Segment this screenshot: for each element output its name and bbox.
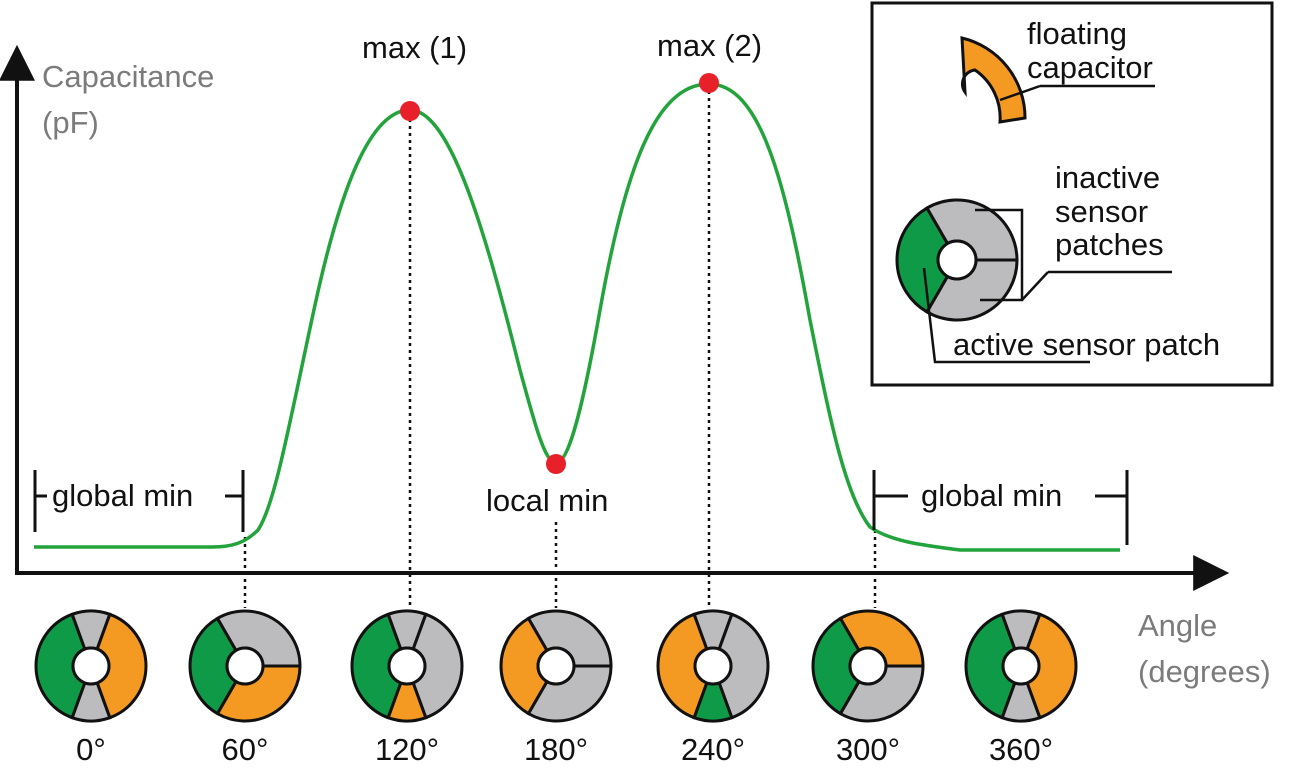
y-axis-label-line2: (pF) [42,105,99,140]
floating-capacitor-icon [960,36,1027,124]
max1-label: max (1) [362,30,467,65]
sensor-wheel-3 [499,609,613,723]
floating-label-line2: capacitor [1027,50,1153,85]
degree-label-2: 120° [375,732,439,767]
sensor-wheel-4 [656,609,770,723]
degree-label-4: 240° [681,732,745,767]
legend-sensor-wheel [895,198,1019,322]
max2-marker [699,73,719,93]
global-min-right-label: global min [921,478,1062,513]
global-min-left-label: global min [52,478,193,513]
max2-label: max (2) [657,28,762,63]
x-axis-label-line1: Angle [1138,608,1217,643]
sensor-wheel-5 [811,609,925,723]
active-leader [922,267,1090,364]
active-label: active sensor patch [953,327,1220,362]
inactive-label-line3: patches [1055,227,1164,262]
y-axis-label-line1: Capacitance [42,59,214,94]
sensor-hub [536,646,576,686]
local-min-marker [546,454,566,474]
degree-label-6: 360° [989,732,1053,767]
floating-leader [999,84,1041,102]
degree-label-5: 300° [836,732,900,767]
sensor-hub [693,646,733,686]
sensor-wheel-6 [964,609,1078,723]
global-min-left-bracket [33,470,245,532]
inactive-label-line2: sensor [1055,194,1148,229]
sensor-wheels-row [34,609,1078,723]
max1-marker [400,101,420,121]
inactive-bracket [975,208,1024,302]
degree-labels: 0° 60° 120° 180° 240° 300° 360° [76,732,1053,767]
inactive-leader [1021,271,1049,301]
global-min-right-bracket [872,470,1129,545]
sensor-hub [387,646,427,686]
sensor-wheel-0 [34,609,148,723]
local-min-label: local min [486,483,608,518]
degree-label-0: 0° [76,732,106,767]
inactive-label-line1: inactive [1055,160,1160,195]
guide-lines [243,84,877,608]
degree-label-1: 60° [222,732,269,767]
sensor-hub [936,239,978,281]
sensor-wheel-2 [350,609,464,723]
sensor-hub [225,646,265,686]
sensor-hub [848,646,888,686]
degree-label-3: 180° [524,732,588,767]
floating-label-line1: floating [1027,16,1127,51]
sensor-wheel-1 [188,609,302,723]
x-axis-label-line2: (degrees) [1138,654,1271,689]
legend-sensor-icon [895,198,1019,322]
sensor-hub [71,646,111,686]
legend-box [870,1,1274,387]
sensor-hub [1001,646,1041,686]
